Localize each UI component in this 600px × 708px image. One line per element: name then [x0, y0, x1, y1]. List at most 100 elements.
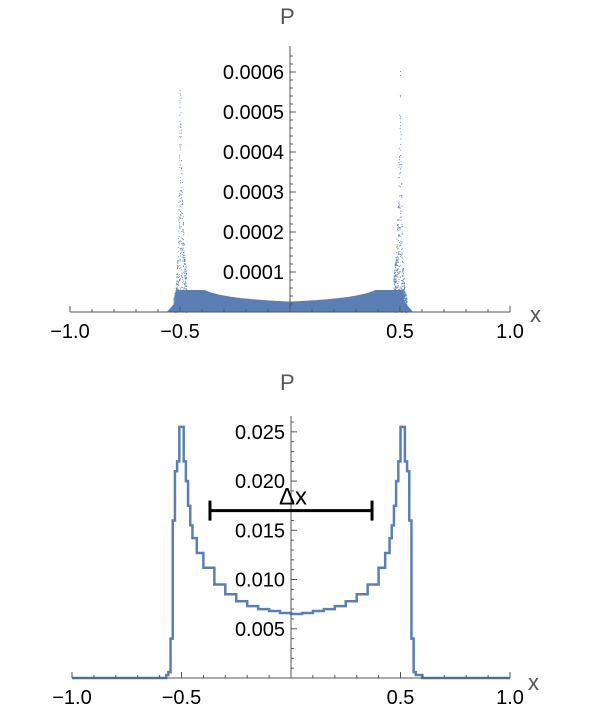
data-point — [181, 276, 183, 278]
data-point — [393, 270, 395, 272]
data-point — [178, 220, 180, 222]
data-point — [185, 286, 187, 288]
data-point — [403, 302, 405, 303]
data-point — [404, 305, 406, 307]
data-point — [395, 257, 397, 259]
data-point — [176, 268, 178, 270]
data-point — [178, 296, 180, 298]
data-point — [403, 271, 405, 273]
data-point — [173, 300, 175, 302]
data-point — [396, 259, 398, 261]
data-point — [179, 240, 181, 242]
data-point — [177, 294, 179, 296]
data-point — [400, 276, 402, 278]
data-point — [398, 308, 400, 310]
data-point — [396, 275, 398, 277]
data-point — [397, 306, 399, 308]
data-point — [399, 128, 401, 129]
data-point — [403, 283, 405, 285]
data-point — [177, 288, 178, 290]
data-point — [178, 289, 180, 291]
data-point — [180, 127, 182, 128]
data-point — [395, 302, 397, 304]
data-point — [394, 263, 396, 265]
data-point — [179, 253, 181, 255]
y-tick-label: 0.005 — [235, 619, 285, 641]
data-point — [394, 304, 396, 305]
x-tick-label: −1.0 — [50, 321, 89, 343]
data-point — [180, 306, 182, 308]
data-point — [178, 209, 180, 211]
data-point — [178, 307, 180, 309]
data-point — [183, 310, 185, 312]
data-point — [182, 287, 184, 289]
data-point — [395, 301, 397, 303]
data-point — [177, 302, 179, 304]
data-point — [402, 281, 404, 283]
y-axis-label: P — [280, 370, 295, 395]
data-point — [396, 304, 397, 306]
data-point — [177, 280, 179, 282]
data-point — [176, 306, 178, 308]
data-point — [186, 299, 188, 301]
data-point — [181, 242, 183, 244]
data-point — [396, 256, 398, 258]
data-point — [400, 280, 402, 281]
data-point — [398, 147, 400, 149]
data-point — [183, 255, 185, 256]
data-point — [175, 295, 177, 297]
series-fill — [166, 290, 414, 312]
data-point — [401, 309, 403, 311]
data-point — [401, 283, 403, 285]
data-point — [401, 241, 403, 243]
data-point — [402, 253, 404, 255]
data-point — [402, 301, 404, 303]
data-point — [394, 291, 395, 293]
data-point — [177, 260, 179, 261]
x-tick-labels: −1.0 −0.5 0.5 1.0 — [52, 687, 524, 708]
data-point — [174, 305, 175, 306]
data-point — [406, 303, 407, 305]
data-point — [185, 276, 187, 278]
data-point — [177, 262, 179, 264]
data-point — [182, 309, 184, 311]
data-point — [182, 237, 184, 239]
data-point — [177, 284, 178, 285]
data-point — [181, 254, 183, 255]
data-point — [177, 238, 179, 240]
data-point — [400, 125, 401, 127]
y-tick-label: 0.0003 — [223, 182, 284, 204]
data-point — [400, 270, 402, 272]
data-point — [183, 259, 185, 261]
data-point — [396, 294, 398, 296]
y-tick-labels: 0.005 0.010 0.015 0.020 0.025 — [235, 422, 285, 641]
data-point — [183, 243, 185, 245]
data-point — [393, 276, 395, 278]
data-point — [177, 251, 179, 253]
data-point — [179, 192, 180, 194]
data-point — [181, 190, 182, 192]
data-point — [185, 306, 187, 308]
data-point — [175, 291, 177, 293]
data-point — [402, 292, 404, 294]
y-tick-label: 0.020 — [235, 471, 285, 493]
data-point — [403, 302, 405, 304]
data-point — [395, 286, 396, 288]
data-point — [396, 273, 398, 275]
data-point — [394, 285, 396, 287]
data-point — [179, 248, 181, 250]
data-point — [401, 194, 403, 196]
data-point — [178, 256, 179, 258]
data-point — [395, 306, 397, 308]
data-point — [403, 300, 405, 302]
data-point — [178, 247, 180, 249]
data-point — [179, 260, 181, 262]
data-point — [176, 298, 178, 300]
data-point — [182, 280, 184, 282]
data-point — [185, 290, 186, 292]
data-point — [175, 293, 177, 295]
data-point — [397, 228, 399, 230]
data-point — [180, 197, 182, 199]
data-point — [401, 240, 403, 242]
data-point — [397, 247, 399, 249]
